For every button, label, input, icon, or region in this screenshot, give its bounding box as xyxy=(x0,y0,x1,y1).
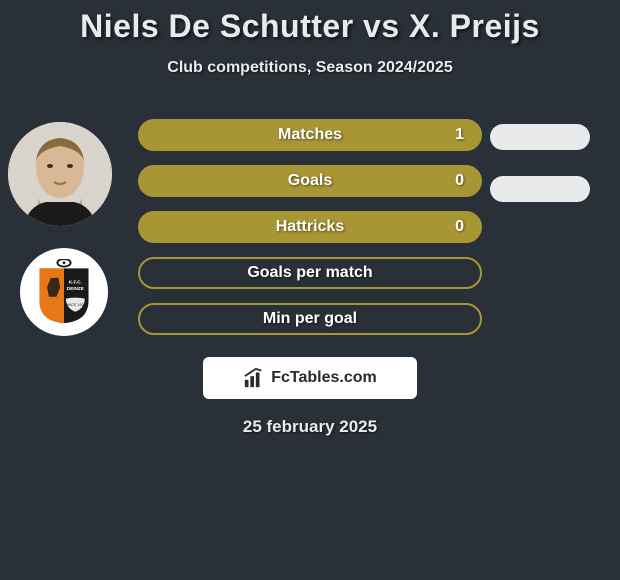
svg-text:K.F.C.: K.F.C. xyxy=(69,280,82,285)
bar-chart-icon xyxy=(243,367,265,389)
stat-row: Matches 1 xyxy=(138,119,482,151)
subtitle: Club competitions, Season 2024/2025 xyxy=(0,59,620,77)
stat-row: Min per goal xyxy=(138,303,482,335)
stat-value: 1 xyxy=(455,126,464,144)
stat-label: Goals xyxy=(288,172,332,190)
stat-value: 0 xyxy=(455,218,464,236)
page-title: Niels De Schutter vs X. Preijs xyxy=(0,8,620,45)
brand-badge[interactable]: FcTables.com xyxy=(203,357,417,399)
footer-date: 25 february 2025 xyxy=(0,417,620,437)
stat-bar-min-per-goal: Min per goal xyxy=(138,303,482,335)
stat-bar-goals: Goals 0 xyxy=(138,165,482,197)
comparison-pill xyxy=(490,124,590,150)
comparison-card: Niels De Schutter vs X. Preijs Club comp… xyxy=(0,0,620,437)
stat-bar-hattricks: Hattricks 0 xyxy=(138,211,482,243)
stat-label: Goals per match xyxy=(247,264,372,282)
comparison-pill xyxy=(490,176,590,202)
stats-list: Matches 1 Goals 0 Hattricks 0 Goals per … xyxy=(138,119,482,335)
stat-value: 0 xyxy=(455,172,464,190)
stat-bar-matches: Matches 1 xyxy=(138,119,482,151)
stat-label: Min per goal xyxy=(263,310,357,328)
svg-text:DEINZE: DEINZE xyxy=(67,286,84,291)
shield-crest-icon: K.F.C. DEINZE SINCE 1926 xyxy=(36,259,92,325)
right-pill-column xyxy=(490,124,590,228)
svg-text:SINCE 1926: SINCE 1926 xyxy=(65,303,86,307)
stat-bar-goals-per-match: Goals per match xyxy=(138,257,482,289)
stat-row: Goals 0 xyxy=(138,165,482,197)
stat-row: Hattricks 0 xyxy=(138,211,482,243)
stat-row: Goals per match xyxy=(138,257,482,289)
stat-label: Hattricks xyxy=(276,218,344,236)
avatar-column: K.F.C. DEINZE SINCE 1926 xyxy=(8,122,112,358)
player-avatar xyxy=(8,122,112,226)
stat-label: Matches xyxy=(278,126,342,144)
brand-label: FcTables.com xyxy=(271,369,377,387)
player-face-icon xyxy=(8,122,112,226)
team-crest: K.F.C. DEINZE SINCE 1926 xyxy=(20,248,108,336)
